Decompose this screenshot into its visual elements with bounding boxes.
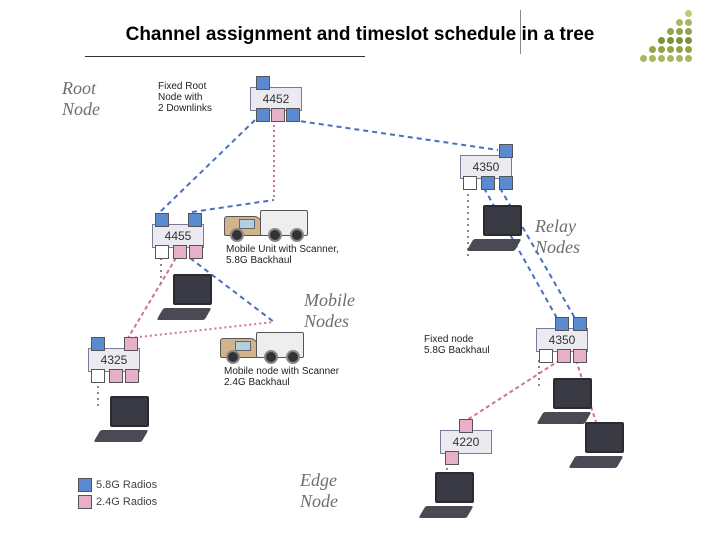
- node-n4455-port-1: [188, 213, 202, 227]
- annotation-mobile-1: Mobile Unit with Scanner, 5.8G Backhaul: [226, 244, 339, 266]
- node-n4350a: 4350: [460, 155, 512, 179]
- node-n4325-port-4: [125, 369, 139, 383]
- node-n4350b: 4350: [536, 328, 588, 352]
- node-n4350a-port-0: [499, 144, 513, 158]
- node-n4350b-port-2: [539, 349, 553, 363]
- annotation-mobile-2: Mobile node with Scanner 2.4G Backhaul: [224, 366, 339, 388]
- node-n4455-port-2: [155, 245, 169, 259]
- annotation-root-fixed: Fixed Root Node with 2 Downlinks: [158, 81, 212, 114]
- node-n4452-port-2: [271, 108, 285, 122]
- truck-icon: [224, 200, 306, 242]
- node-n4452-port-0: [256, 76, 270, 90]
- node-n4220: 4220: [440, 430, 492, 454]
- laptop-icon: [470, 205, 530, 251]
- laptop-icon: [572, 422, 632, 468]
- node-n4452-port-1: [256, 108, 270, 122]
- node-n4350b-port-1: [573, 317, 587, 331]
- node-n4350a-port-1: [463, 176, 477, 190]
- node-n4350b-port-3: [557, 349, 571, 363]
- node-n4455-port-0: [155, 213, 169, 227]
- section-label-root: Root Node: [62, 78, 100, 120]
- annotation-fixed-backhaul: Fixed node 5.8G Backhaul: [424, 334, 490, 356]
- legend: 5.8G Radios 2.4G Radios: [78, 478, 157, 512]
- node-n4220-port-0: [459, 419, 473, 433]
- node-n4455: 4455: [152, 224, 204, 248]
- legend-label: 5.8G Radios: [96, 479, 157, 491]
- header-divider: [520, 10, 521, 54]
- legend-swatch: [78, 495, 92, 509]
- legend-swatch: [78, 478, 92, 492]
- node-n4455-port-4: [189, 245, 203, 259]
- section-label-relay: Relay Nodes: [535, 216, 580, 258]
- node-n4452-port-3: [286, 108, 300, 122]
- node-n4325: 4325: [88, 348, 140, 372]
- legend-label: 2.4G Radios: [96, 496, 157, 508]
- laptop-icon: [97, 396, 157, 442]
- node-n4350a-port-2: [481, 176, 495, 190]
- page-title: Channel assignment and timeslot schedule…: [0, 24, 720, 46]
- laptop-icon: [160, 274, 220, 320]
- node-n4220-port-1: [445, 451, 459, 465]
- section-label-mobile: Mobile Nodes: [304, 290, 355, 332]
- laptop-icon: [422, 472, 482, 518]
- node-n4325-port-2: [91, 369, 105, 383]
- laptop-icon: [540, 378, 600, 424]
- title-underline: [85, 56, 365, 57]
- legend-row: 5.8G Radios: [78, 478, 157, 492]
- node-n4325-port-3: [109, 369, 123, 383]
- node-n4325-port-0: [91, 337, 105, 351]
- legend-row: 2.4G Radios: [78, 495, 157, 509]
- node-n4452: 4452: [250, 87, 302, 111]
- node-n4350a-port-3: [499, 176, 513, 190]
- truck-icon: [220, 322, 302, 364]
- node-n4325-port-1: [124, 337, 138, 351]
- node-n4455-port-3: [173, 245, 187, 259]
- section-label-edge: Edge Node: [300, 470, 338, 512]
- node-n4350b-port-4: [573, 349, 587, 363]
- node-n4350b-port-0: [555, 317, 569, 331]
